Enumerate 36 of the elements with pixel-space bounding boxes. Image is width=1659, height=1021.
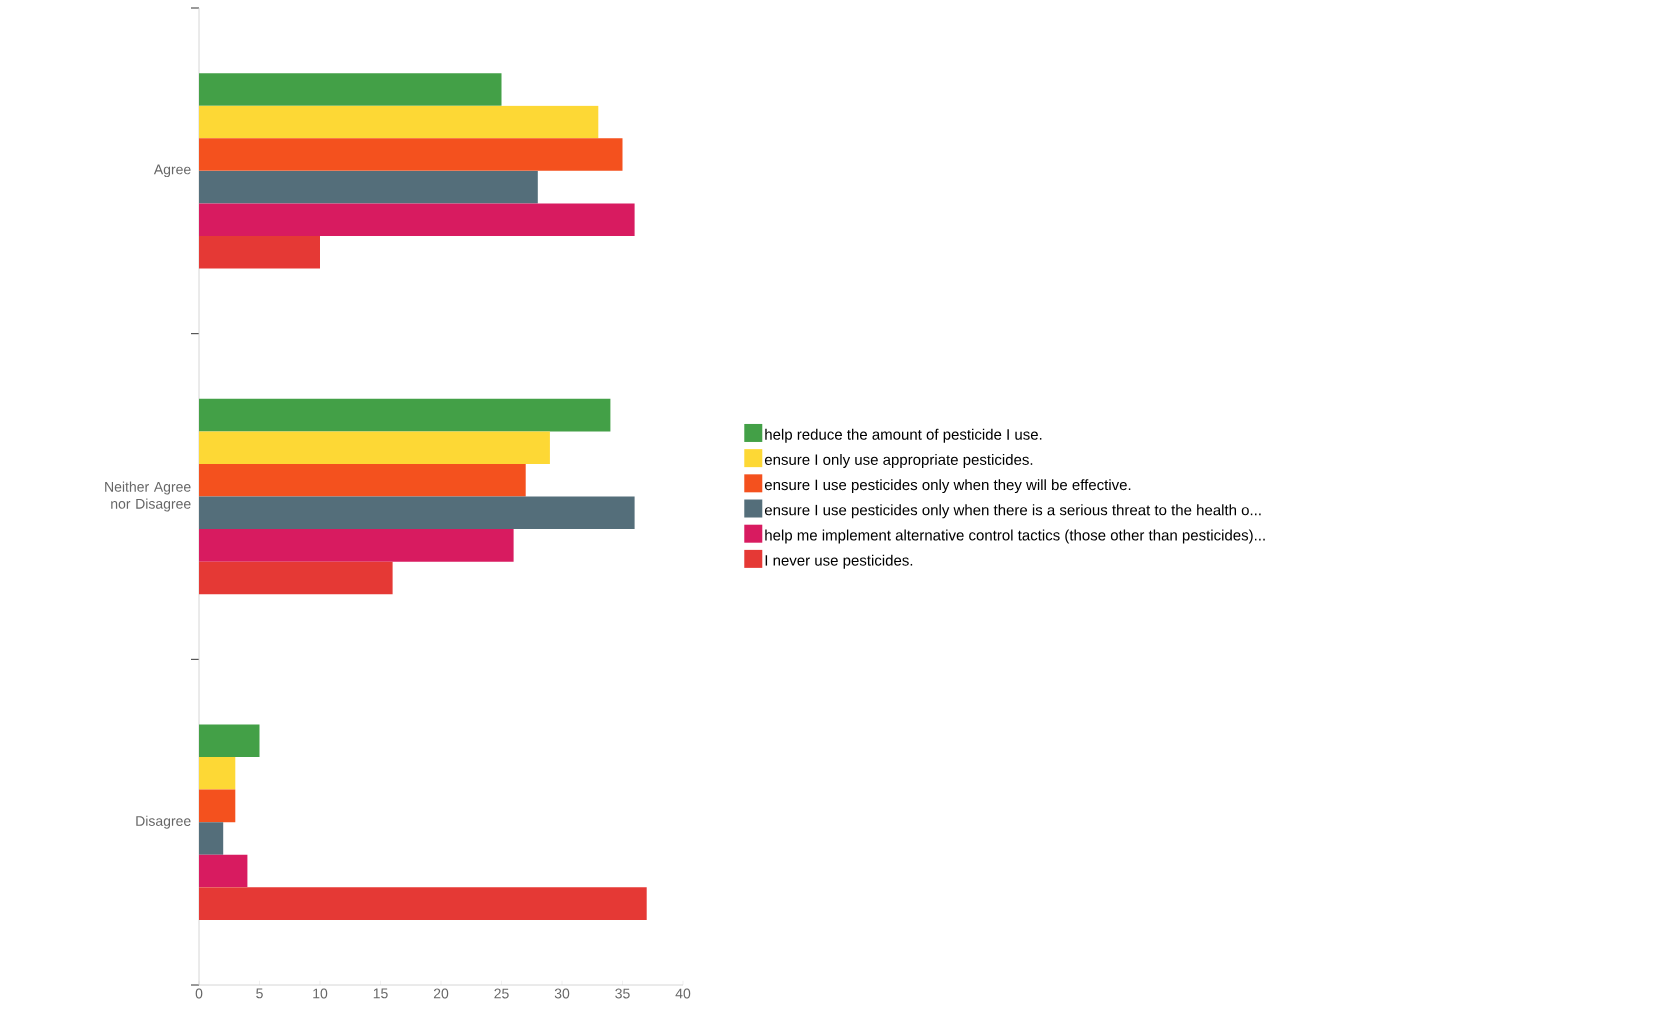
legend-label: ensure I only use appropriate pesticides. [764,453,1033,468]
y-tick-label: Neither Agree nor Disagree [105,481,191,512]
bar [199,235,320,269]
x-tick-label: 40 [675,988,691,999]
x-tick-label: 15 [373,988,388,999]
y-tick-label: Disagree [136,815,191,829]
bar [199,170,538,204]
bar [199,431,550,464]
bar [199,73,502,106]
bar [199,822,224,855]
x-tick-label: 5 [256,988,263,999]
legend-label: ensure I use pesticides only when there is a serious threat to the health o... [764,504,1261,519]
bar [199,463,526,497]
legend-label: ensure I use pesticides only when they will be effective. [764,479,1131,494]
bar [199,887,647,920]
x-tick-label: 25 [494,988,509,999]
x-tick-label: 20 [433,988,449,999]
bar [199,138,623,171]
bar [199,398,611,432]
x-tick-label: 30 [554,988,570,999]
bar [199,496,635,530]
bar [199,105,599,139]
x-tick-label: 0 [195,988,203,999]
bar [199,203,635,236]
x-tick-label: 10 [313,988,328,999]
legend-label: help me implement alternative control tactics (those other than pesticides)... [765,529,1265,544]
y-tick-label: Agree [153,164,191,178]
bar [199,854,248,888]
bar [199,757,236,790]
bar [199,724,260,758]
bar [199,529,514,562]
legend-label: I never use pesticides. [765,554,913,569]
bar [199,561,393,595]
bar [199,789,236,823]
legend-label: help reduce the amount of pesticide I use. [765,428,1042,443]
x-tick-label: 35 [615,988,630,999]
